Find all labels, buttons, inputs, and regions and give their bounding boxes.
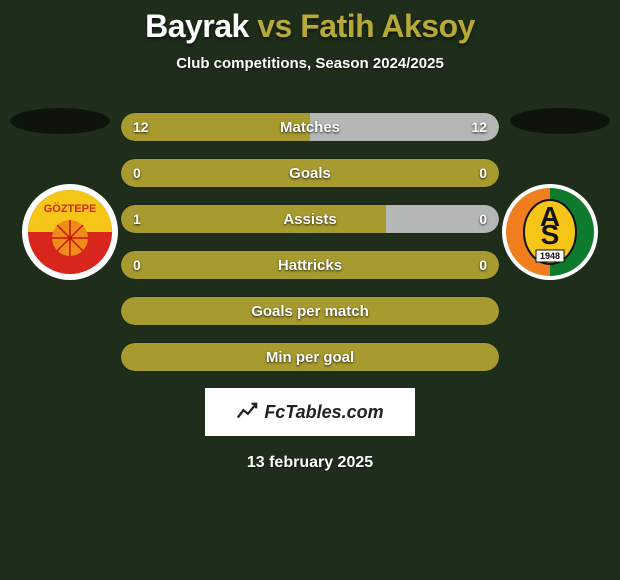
player2-name: Fatih Aksoy: [300, 8, 475, 44]
goztepe-text: GÖZTEPE: [44, 202, 97, 215]
stat-row: Min per goal: [120, 342, 500, 372]
stat-row: 10Assists: [120, 204, 500, 234]
stat-row: Goals per match: [120, 296, 500, 326]
stat-label: Goals per match: [121, 297, 499, 325]
date-text: 13 february 2025: [0, 454, 620, 472]
team-right-logo: A S 1948: [500, 182, 600, 282]
watermark-text: FcTables.com: [264, 402, 383, 423]
stat-label: Goals: [121, 159, 499, 187]
stat-label: Min per goal: [121, 343, 499, 371]
goztepe-icon: GÖZTEPE: [20, 182, 120, 282]
vs-text: vs: [257, 8, 292, 44]
stat-row: 00Goals: [120, 158, 500, 188]
alanyaspor-year: 1948: [540, 251, 560, 261]
watermark: FcTables.com: [205, 388, 415, 436]
alanyaspor-icon: A S 1948: [500, 182, 600, 282]
shadow-left: [10, 108, 110, 134]
page-title: Bayrak vs Fatih Aksoy: [0, 0, 620, 45]
player1-name: Bayrak: [145, 8, 249, 44]
comparison-area: GÖZTEPE A S 1948 1212Matches 00Goals 10Ass…: [0, 112, 620, 472]
stat-label: Hattricks: [121, 251, 499, 279]
team-left-logo: GÖZTEPE: [20, 182, 120, 282]
stat-label: Assists: [121, 205, 499, 233]
chart-icon: [236, 401, 258, 423]
alanyaspor-s: S: [541, 219, 560, 250]
stat-row: 00Hattricks: [120, 250, 500, 280]
shadow-right: [510, 108, 610, 134]
subtitle: Club competitions, Season 2024/2025: [0, 55, 620, 72]
stat-bars: 1212Matches 00Goals 10Assists 00Hattricks Go…: [120, 112, 500, 372]
stat-row: 1212Matches: [120, 112, 500, 142]
stat-label: Matches: [121, 113, 499, 141]
